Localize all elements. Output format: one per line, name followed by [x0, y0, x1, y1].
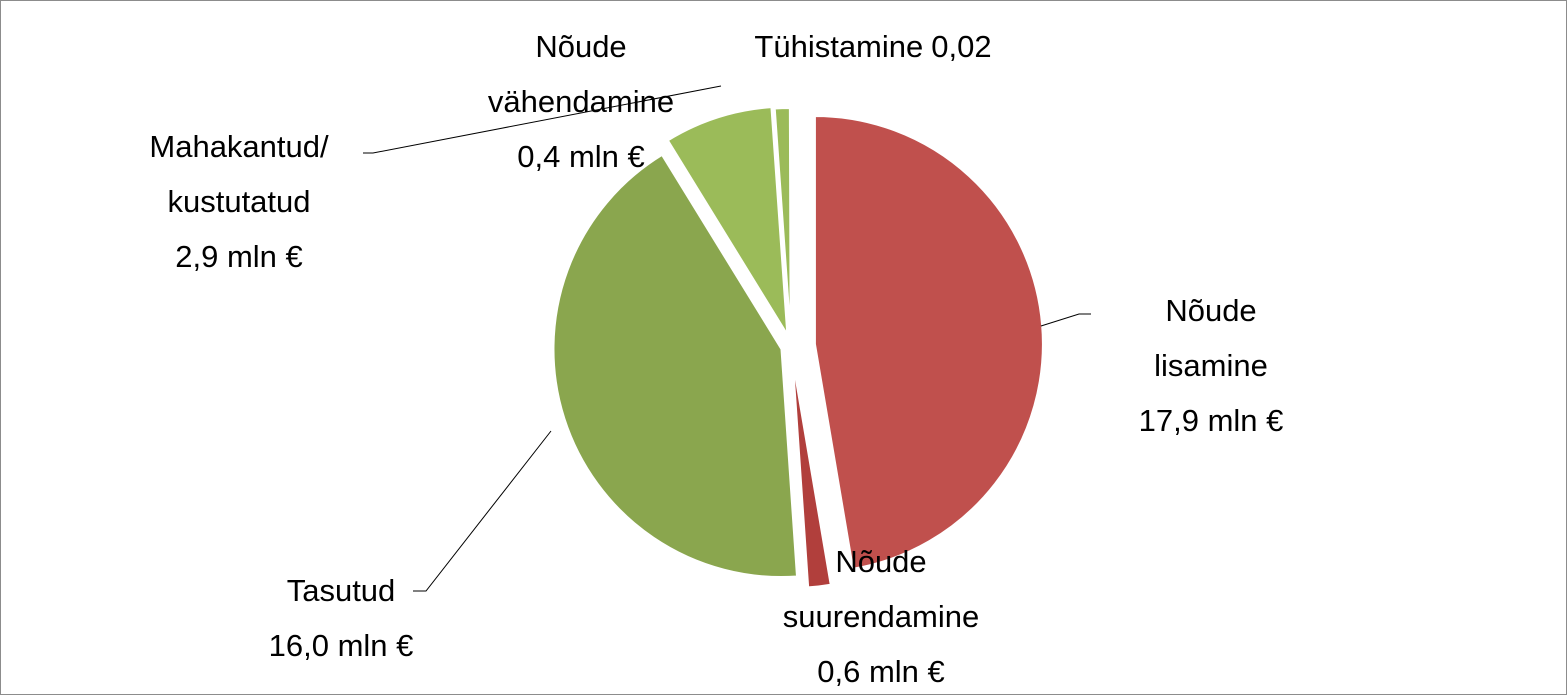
category-label: Nõude lisamine — [1154, 293, 1268, 383]
category-label: Nõude vähendamine — [487, 29, 675, 119]
pie-slice — [552, 153, 799, 579]
value-label: 0,6 mln € — [817, 654, 945, 689]
pie-slice — [789, 106, 792, 337]
value-label: 2,9 mln € — [175, 239, 303, 274]
value-label: 0,02 — [931, 29, 992, 64]
leader-line — [363, 85, 722, 154]
category-label: Nõude suurendamine — [782, 544, 980, 634]
leader-line — [413, 430, 552, 592]
pie-slice — [666, 106, 789, 336]
data-label: Mahakantud/kustutatud 2,9 mln € — [149, 119, 328, 284]
leader-line — [1040, 313, 1091, 327]
pie-slice — [791, 359, 832, 589]
category-label: Tühistamine — [754, 29, 924, 64]
category-label: Mahakantud/kustutatud — [149, 129, 329, 219]
slices — [552, 106, 1044, 589]
category-label: Tasutud — [286, 573, 396, 608]
data-label: Nõude suurendamine 0,6 mln € — [782, 534, 980, 694]
data-label: Nõude vähendamine 0,4 mln € — [488, 19, 674, 184]
value-label: 0,4 mln € — [517, 139, 645, 174]
data-label: Nõude lisamine 17,9 mln € — [1139, 283, 1284, 448]
data-label: Tühistamine 0,02 — [754, 19, 991, 74]
data-label: Tasutud 16,0 mln € — [269, 563, 414, 673]
pie-slice — [813, 114, 1044, 570]
value-label: 17,9 mln € — [1138, 403, 1284, 438]
value-label: 16,0 mln € — [268, 628, 414, 663]
